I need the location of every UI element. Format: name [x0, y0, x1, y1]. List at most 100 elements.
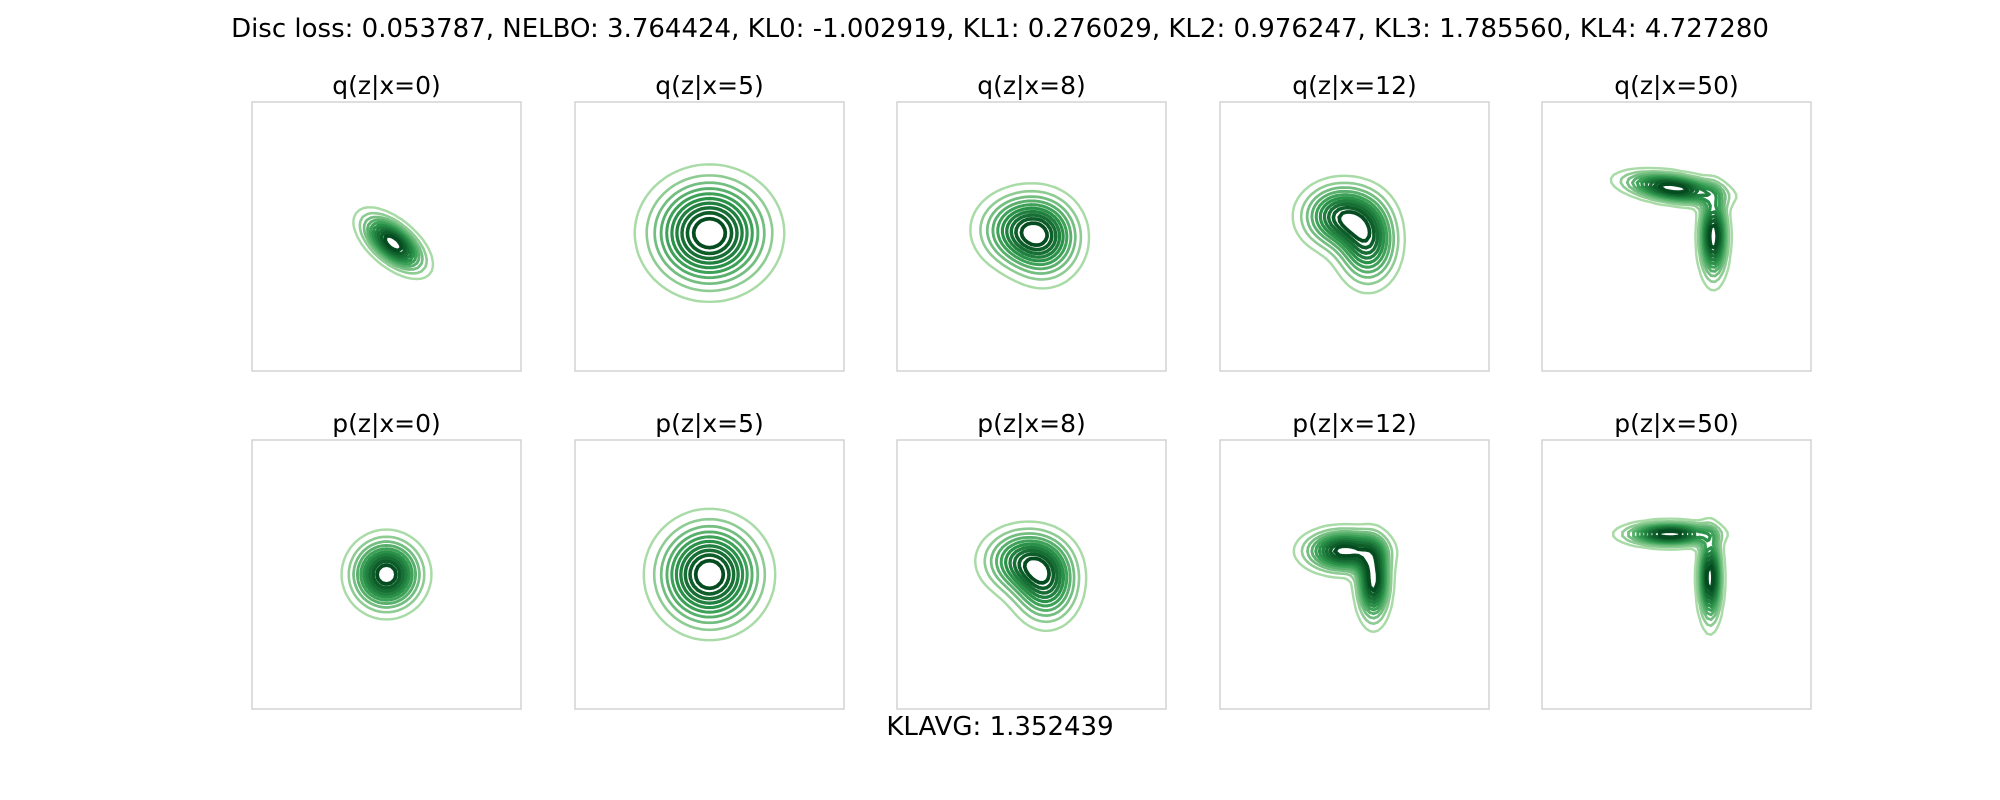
contour-level-9: [379, 230, 407, 256]
contour-level-6: [670, 196, 749, 270]
contour-level-7: [675, 201, 744, 265]
contour-level-3: [362, 215, 424, 271]
contour-level-2: [1299, 181, 1400, 286]
contour-level-7: [365, 553, 408, 596]
contour-level-3: [985, 195, 1077, 275]
contour-level-6: [1004, 542, 1066, 604]
contour-level-10: [1657, 529, 1715, 592]
contour-level-4: [355, 543, 418, 606]
contour-level-4: [1310, 532, 1389, 616]
panel-q-z-x-8: q(z|x=8): [896, 71, 1167, 372]
panel-title: q(z|x=12): [1292, 71, 1416, 100]
contour-level-4: [1310, 189, 1392, 274]
contour-level-9: [1017, 552, 1056, 591]
contour-level-2: [1621, 519, 1725, 628]
panel-p-z-x-8: p(z|x=8): [896, 409, 1167, 710]
panel-frame: [574, 101, 845, 372]
contour-level-1: [642, 507, 777, 642]
panel-title: q(z|x=50): [1614, 71, 1738, 100]
panel-p-z-x-50: p(z|x=50): [1541, 409, 1812, 710]
contour-level-10: [383, 234, 404, 253]
contour-level-5: [999, 539, 1069, 608]
contour-level-2: [358, 211, 429, 275]
contour-level-2: [979, 189, 1083, 281]
contour-level-5: [670, 535, 749, 614]
panel-p-z-x-5: p(z|x=5): [574, 409, 845, 710]
contour-level-3: [1305, 186, 1396, 279]
contour-level-1: [1612, 516, 1729, 636]
contour-level-9: [1331, 205, 1376, 250]
contour-level-7: [1008, 545, 1062, 599]
panel-q-z-x-50: q(z|x=50): [1541, 71, 1812, 372]
contour-level-3: [352, 540, 421, 609]
contour-level-5: [1314, 193, 1389, 269]
contour-level-1: [340, 528, 433, 621]
contour-level-1: [352, 206, 435, 281]
panel-q-z-x-0: q(z|x=0): [251, 71, 522, 372]
contour-level-4: [659, 187, 760, 280]
contour-level-6: [674, 539, 745, 610]
contour-level-9: [1014, 217, 1054, 252]
contour-level-4: [991, 199, 1073, 271]
contour-level-9: [371, 559, 402, 590]
contour-level-3: [659, 524, 760, 625]
contour-level-2: [347, 535, 426, 614]
contour-level-3: [653, 181, 766, 285]
contour-level-8: [1326, 202, 1380, 255]
contour-level-9: [688, 553, 731, 596]
contour-level-8: [680, 206, 739, 261]
panel-q-z-x-5: q(z|x=5): [574, 71, 845, 372]
panel-title: p(z|x=0): [332, 409, 441, 438]
panel-title: p(z|x=8): [977, 409, 1086, 438]
contour-level-10: [1019, 221, 1049, 247]
contour-level-10: [693, 558, 726, 591]
panel-title: q(z|x=0): [332, 71, 441, 100]
contour-level-1: [969, 182, 1091, 290]
contour-level-5: [665, 192, 754, 275]
panel-title: q(z|x=5): [655, 71, 764, 100]
contour-level-4: [366, 218, 421, 268]
contour-level-5: [996, 203, 1069, 267]
contour-level-4: [665, 530, 754, 619]
panel-frame: [896, 439, 1167, 710]
panel-frame: [896, 101, 1167, 372]
panel-p-z-x-12: p(z|x=12): [1219, 409, 1490, 710]
contour-level-5: [368, 221, 418, 266]
panel-title: p(z|x=50): [1614, 409, 1738, 438]
contour-level-1: [1609, 166, 1738, 292]
panel-frame: [1541, 439, 1812, 710]
contour-level-3: [989, 532, 1076, 617]
contour-level-2: [1300, 527, 1394, 626]
panel-p-z-x-0: p(z|x=0): [251, 409, 522, 710]
panel-frame: [1541, 101, 1812, 372]
contour-level-9: [685, 211, 734, 256]
panel-title: q(z|x=8): [977, 71, 1086, 100]
contour-level-3: [1306, 529, 1391, 620]
contour-level-8: [1012, 548, 1059, 595]
contour-level-2: [1619, 169, 1731, 284]
contour-level-4: [995, 535, 1072, 612]
panel-title: p(z|x=12): [1292, 409, 1416, 438]
contour-level-8: [368, 556, 405, 593]
contour-level-7: [1005, 209, 1062, 259]
panel-frame: [574, 439, 845, 710]
contour-level-6: [1000, 206, 1065, 263]
contour-level-2: [983, 527, 1081, 624]
contour-level-10: [1337, 210, 1372, 243]
contour-level-10: [1657, 182, 1720, 250]
contour-level-10: [1022, 556, 1051, 585]
contour-level-9: [1328, 541, 1382, 598]
contour-level-7: [1322, 199, 1383, 260]
contour-level-3: [1625, 171, 1729, 278]
contour-level-1: [974, 520, 1088, 633]
contour-level-1: [1292, 522, 1399, 634]
contour-level-2: [652, 517, 767, 632]
contour-level-8: [1009, 213, 1058, 256]
contour-level-6: [1318, 196, 1386, 265]
contour-level-5: [359, 547, 414, 602]
contour-level-6: [362, 550, 411, 599]
panel-title: p(z|x=5): [655, 409, 764, 438]
panel-frame: [251, 439, 522, 710]
contour-level-8: [683, 548, 736, 601]
contour-level-2: [645, 174, 774, 293]
